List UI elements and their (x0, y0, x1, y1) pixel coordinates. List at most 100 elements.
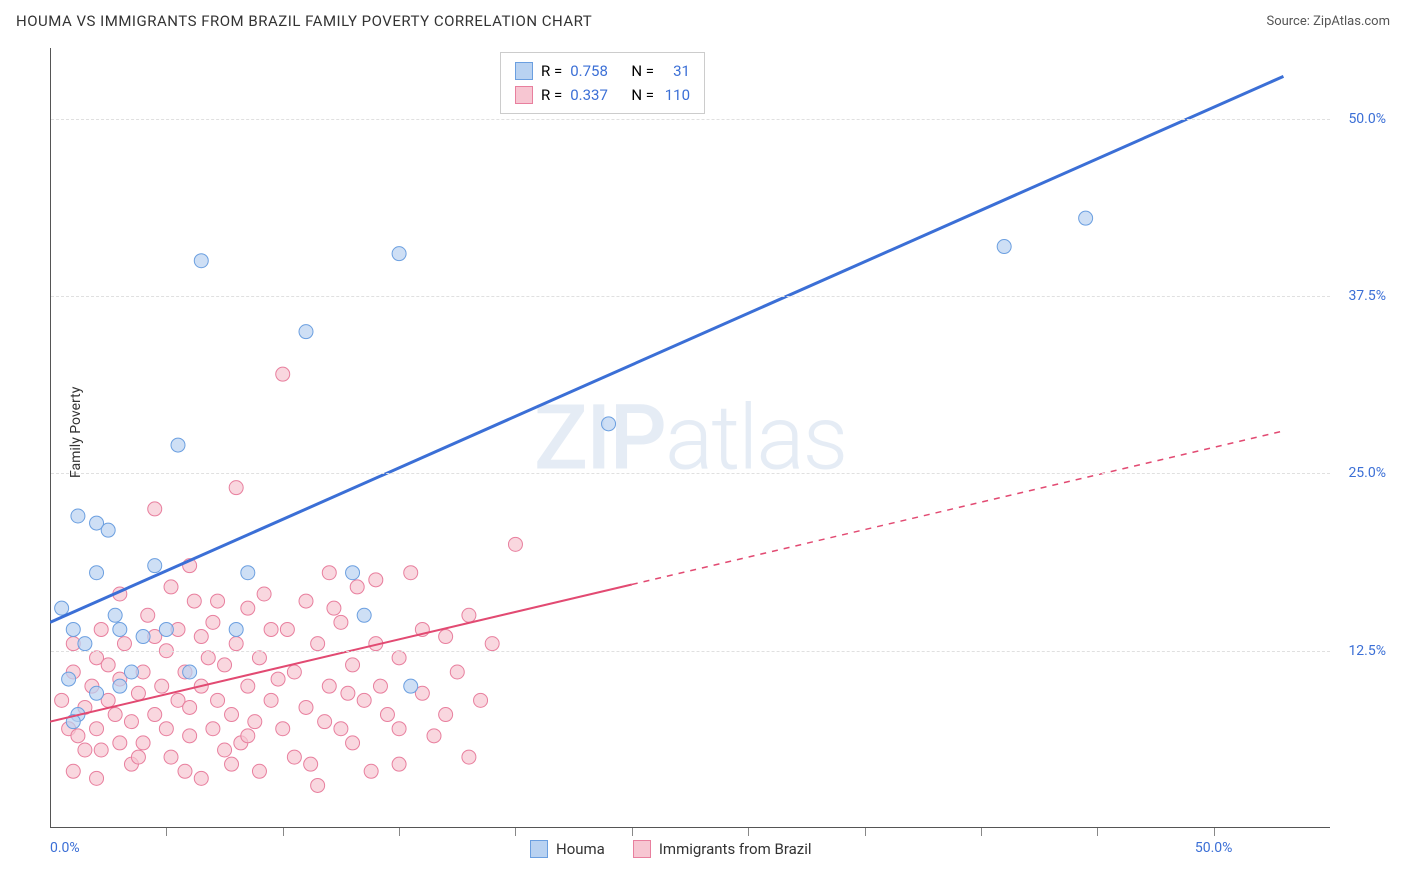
data-point (373, 679, 387, 693)
data-point (392, 757, 406, 771)
x-tick-mark (515, 828, 516, 836)
x-tick-mark (166, 828, 167, 836)
trend-line (50, 76, 1283, 622)
data-point (148, 502, 162, 516)
y-axis-label: Family Poverty (68, 387, 84, 478)
data-point (194, 254, 208, 268)
data-point (271, 672, 285, 686)
data-point (66, 622, 80, 636)
legend-label-brazil: Immigrants from Brazil (659, 840, 812, 858)
chart-svg (50, 48, 1330, 828)
plot-area: ZIPatlas R = 0.758 N = 31 R = 0.337 N = … (50, 48, 1330, 828)
data-point (94, 743, 108, 757)
y-tick-label: 25.0% (1348, 465, 1386, 481)
data-point (311, 778, 325, 792)
chart-title: HOUMA VS IMMIGRANTS FROM BRAZIL FAMILY P… (16, 12, 592, 30)
data-point (124, 665, 138, 679)
y-tick-label: 50.0% (1348, 111, 1386, 127)
data-point (462, 750, 476, 764)
data-point (90, 722, 104, 736)
data-point (248, 715, 262, 729)
data-point (201, 651, 215, 665)
data-point (131, 686, 145, 700)
data-point (183, 729, 197, 743)
data-point (404, 566, 418, 580)
data-point (252, 764, 266, 778)
data-point (90, 686, 104, 700)
data-point (997, 240, 1011, 254)
data-point (94, 622, 108, 636)
legend-label-houma: Houma (556, 840, 605, 858)
data-point (117, 637, 131, 651)
data-point (350, 580, 364, 594)
x-tick-mark (1214, 828, 1215, 836)
swatch-brazil-icon (633, 840, 651, 858)
data-point (346, 658, 360, 672)
data-point (304, 757, 318, 771)
data-point (218, 658, 232, 672)
x-tick-label: 50.0% (1195, 840, 1233, 856)
data-point (71, 729, 85, 743)
data-point (264, 693, 278, 707)
data-point (364, 764, 378, 778)
data-point (113, 622, 127, 636)
legend-stats-box: R = 0.758 N = 31 R = 0.337 N = 110 (500, 52, 705, 114)
data-point (299, 700, 313, 714)
data-point (183, 700, 197, 714)
data-point (334, 615, 348, 629)
legend-item-houma: Houma (530, 840, 605, 858)
source-label: Source: ZipAtlas.com (1266, 14, 1390, 29)
data-point (148, 708, 162, 722)
data-point (66, 764, 80, 778)
data-point (276, 367, 290, 381)
data-point (159, 722, 173, 736)
data-point (257, 587, 271, 601)
gridline (51, 651, 1330, 652)
gridline (51, 296, 1330, 297)
data-point (369, 573, 383, 587)
x-tick-mark (632, 828, 633, 836)
data-point (194, 630, 208, 644)
data-point (101, 523, 115, 537)
data-point (357, 608, 371, 622)
x-tick-mark (865, 828, 866, 836)
data-point (71, 509, 85, 523)
data-point (164, 580, 178, 594)
data-point (183, 665, 197, 679)
data-point (55, 693, 69, 707)
data-point (462, 608, 476, 622)
data-point (101, 658, 115, 672)
x-tick-mark (399, 828, 400, 836)
data-point (225, 708, 239, 722)
data-point (427, 729, 441, 743)
data-point (241, 566, 255, 580)
data-point (141, 608, 155, 622)
data-point (508, 537, 522, 551)
data-point (346, 736, 360, 750)
data-point (229, 637, 243, 651)
swatch-brazil (515, 86, 533, 104)
data-point (229, 481, 243, 495)
data-point (178, 764, 192, 778)
x-tick-label: 0.0% (50, 840, 80, 856)
data-point (211, 594, 225, 608)
legend-item-brazil: Immigrants from Brazil (633, 840, 812, 858)
data-point (311, 637, 325, 651)
trend-line (50, 585, 632, 722)
data-point (380, 708, 394, 722)
data-point (322, 679, 336, 693)
data-point (78, 637, 92, 651)
swatch-houma (515, 62, 533, 80)
data-point (148, 559, 162, 573)
data-point (171, 438, 185, 452)
data-point (113, 736, 127, 750)
data-point (55, 601, 69, 615)
data-point (439, 708, 453, 722)
data-point (229, 622, 243, 636)
data-point (392, 247, 406, 261)
trend-line-dashed (632, 431, 1284, 585)
bottom-legend: Houma Immigrants from Brazil (530, 840, 812, 858)
data-point (322, 566, 336, 580)
swatch-houma-icon (530, 840, 548, 858)
x-tick-mark (981, 828, 982, 836)
